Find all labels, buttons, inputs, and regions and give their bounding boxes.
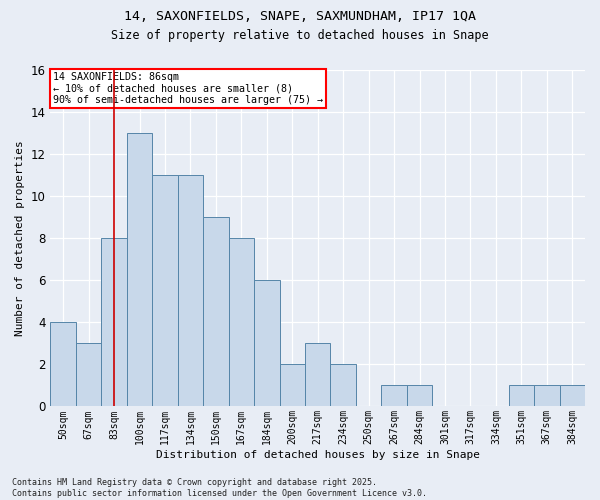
Bar (203, 217, 229, 406)
Text: Contains HM Land Registry data © Crown copyright and database right 2025.
Contai: Contains HM Land Registry data © Crown c… (12, 478, 427, 498)
Bar (280, 364, 305, 406)
Bar (509, 386, 534, 406)
Bar (305, 344, 331, 406)
Bar (50, 322, 76, 406)
Bar (127, 133, 152, 406)
Bar (76, 344, 101, 406)
Bar (254, 280, 280, 406)
Text: 14, SAXONFIELDS, SNAPE, SAXMUNDHAM, IP17 1QA: 14, SAXONFIELDS, SNAPE, SAXMUNDHAM, IP17… (124, 10, 476, 23)
Bar (152, 175, 178, 406)
Bar (229, 238, 254, 406)
X-axis label: Distribution of detached houses by size in Snape: Distribution of detached houses by size … (156, 450, 480, 460)
Y-axis label: Number of detached properties: Number of detached properties (15, 140, 25, 336)
Text: 14 SAXONFIELDS: 86sqm
← 10% of detached houses are smaller (8)
90% of semi-detac: 14 SAXONFIELDS: 86sqm ← 10% of detached … (53, 72, 323, 105)
Bar (101, 238, 127, 406)
Bar (534, 386, 560, 406)
Text: Size of property relative to detached houses in Snape: Size of property relative to detached ho… (111, 29, 489, 42)
Bar (560, 386, 585, 406)
Bar (331, 364, 356, 406)
Bar (178, 175, 203, 406)
Bar (382, 386, 407, 406)
Bar (407, 386, 432, 406)
